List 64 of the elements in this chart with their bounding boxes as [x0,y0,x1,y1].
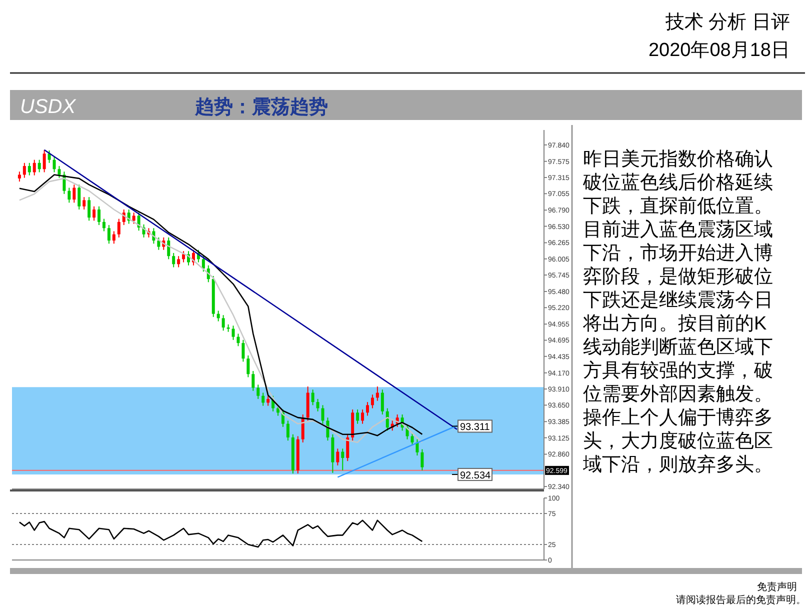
candlestick [386,408,389,432]
candlestick [182,250,186,263]
candlestick [336,448,340,466]
candlestick [341,448,344,471]
candlestick [380,389,384,415]
candlestick [52,156,56,173]
candlestick [366,402,369,416]
candlestick [256,384,260,400]
candlestick [286,420,290,442]
candlestick [222,314,225,332]
candlestick [28,162,31,176]
annotation: 93.311 [460,422,490,434]
candlestick [42,149,46,173]
candlestick [98,206,101,226]
candlestick [177,256,180,268]
candlestick [78,184,81,210]
candlestick [102,218,106,232]
candlestick [172,252,176,268]
candlestick [236,333,240,347]
candlestick [58,166,61,178]
candlestick [157,236,160,250]
candlestick [202,256,205,272]
text: 技术 分析 日评 [664,12,790,33]
candlestick [132,212,136,224]
candlestick [361,409,364,424]
candlestick [266,395,270,406]
candlestick [216,310,220,322]
text: 2020年08月18日 [648,40,790,61]
candlestick [32,159,36,176]
candlestick [38,159,41,173]
candlestick [316,398,320,412]
candlestick [22,162,26,178]
candlestick [167,236,170,260]
candlestick [246,354,250,378]
candlestick [321,404,324,424]
candlestick [112,230,116,244]
text: 请阅读报告最后的免责声明。 [676,594,806,606]
candlestick [262,392,265,406]
candlestick [232,325,235,340]
candlestick [48,150,51,164]
text: 昨日美元指数价格确认破位蓝色线后价格延续下跌，直探前低位置。目前进入蓝色震荡区域下沿，市场开始进入博弈阶段，是做矩形破位下跌还是继续震荡今日将出方向。按目前的K线动能判断蓝色区域下方具有较强的支撑，破位需要外部因素触发。操作上个人偏于博弈多头，大力度破位蓝色区域下沿，则放弃多头。 [583,149,773,476]
candlestick [88,196,91,222]
candlestick [117,218,120,238]
candlestick [72,184,76,204]
candlestick [242,339,245,362]
chart-subtitle: 趋势：震荡趋势 [194,96,328,118]
candlestick [346,434,350,462]
candlestick [82,196,86,210]
candlestick [68,187,71,204]
candlestick [356,409,360,424]
text: 免责声明 [757,581,797,593]
candlestick [252,370,255,392]
candlestick [416,438,419,456]
candlestick [92,206,96,222]
line-series [18,520,423,548]
candlestick [107,224,110,244]
candlestick [420,448,424,471]
chart-title: USDX [20,96,76,118]
candlestick [370,394,374,409]
candlestick [376,386,379,402]
candlestick [410,432,414,446]
candlestick [18,171,21,182]
candlestick [311,389,314,406]
annotation: 92.534 [460,470,492,482]
